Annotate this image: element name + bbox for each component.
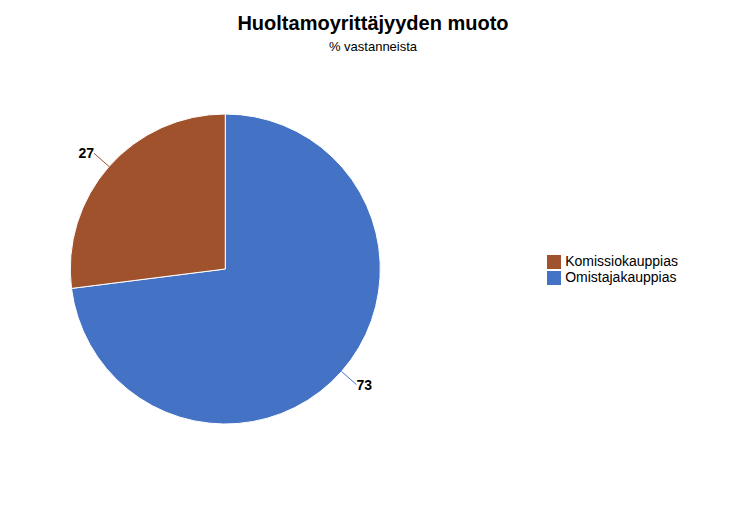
svg-text:27: 27 — [78, 145, 94, 161]
html-text:Omistajakauppias: Omistajakauppias — [565, 269, 677, 285]
html-text:Komissiokauppias: Komissiokauppias — [565, 252, 678, 269]
html-text:% vastanneista: % vastanneista — [328, 39, 418, 54]
svg-text:73: 73 — [357, 377, 373, 393]
html-text:Huoltamoyrittäjyyden muoto: Huoltamoyrittäjyyden muoto — [237, 12, 509, 34]
